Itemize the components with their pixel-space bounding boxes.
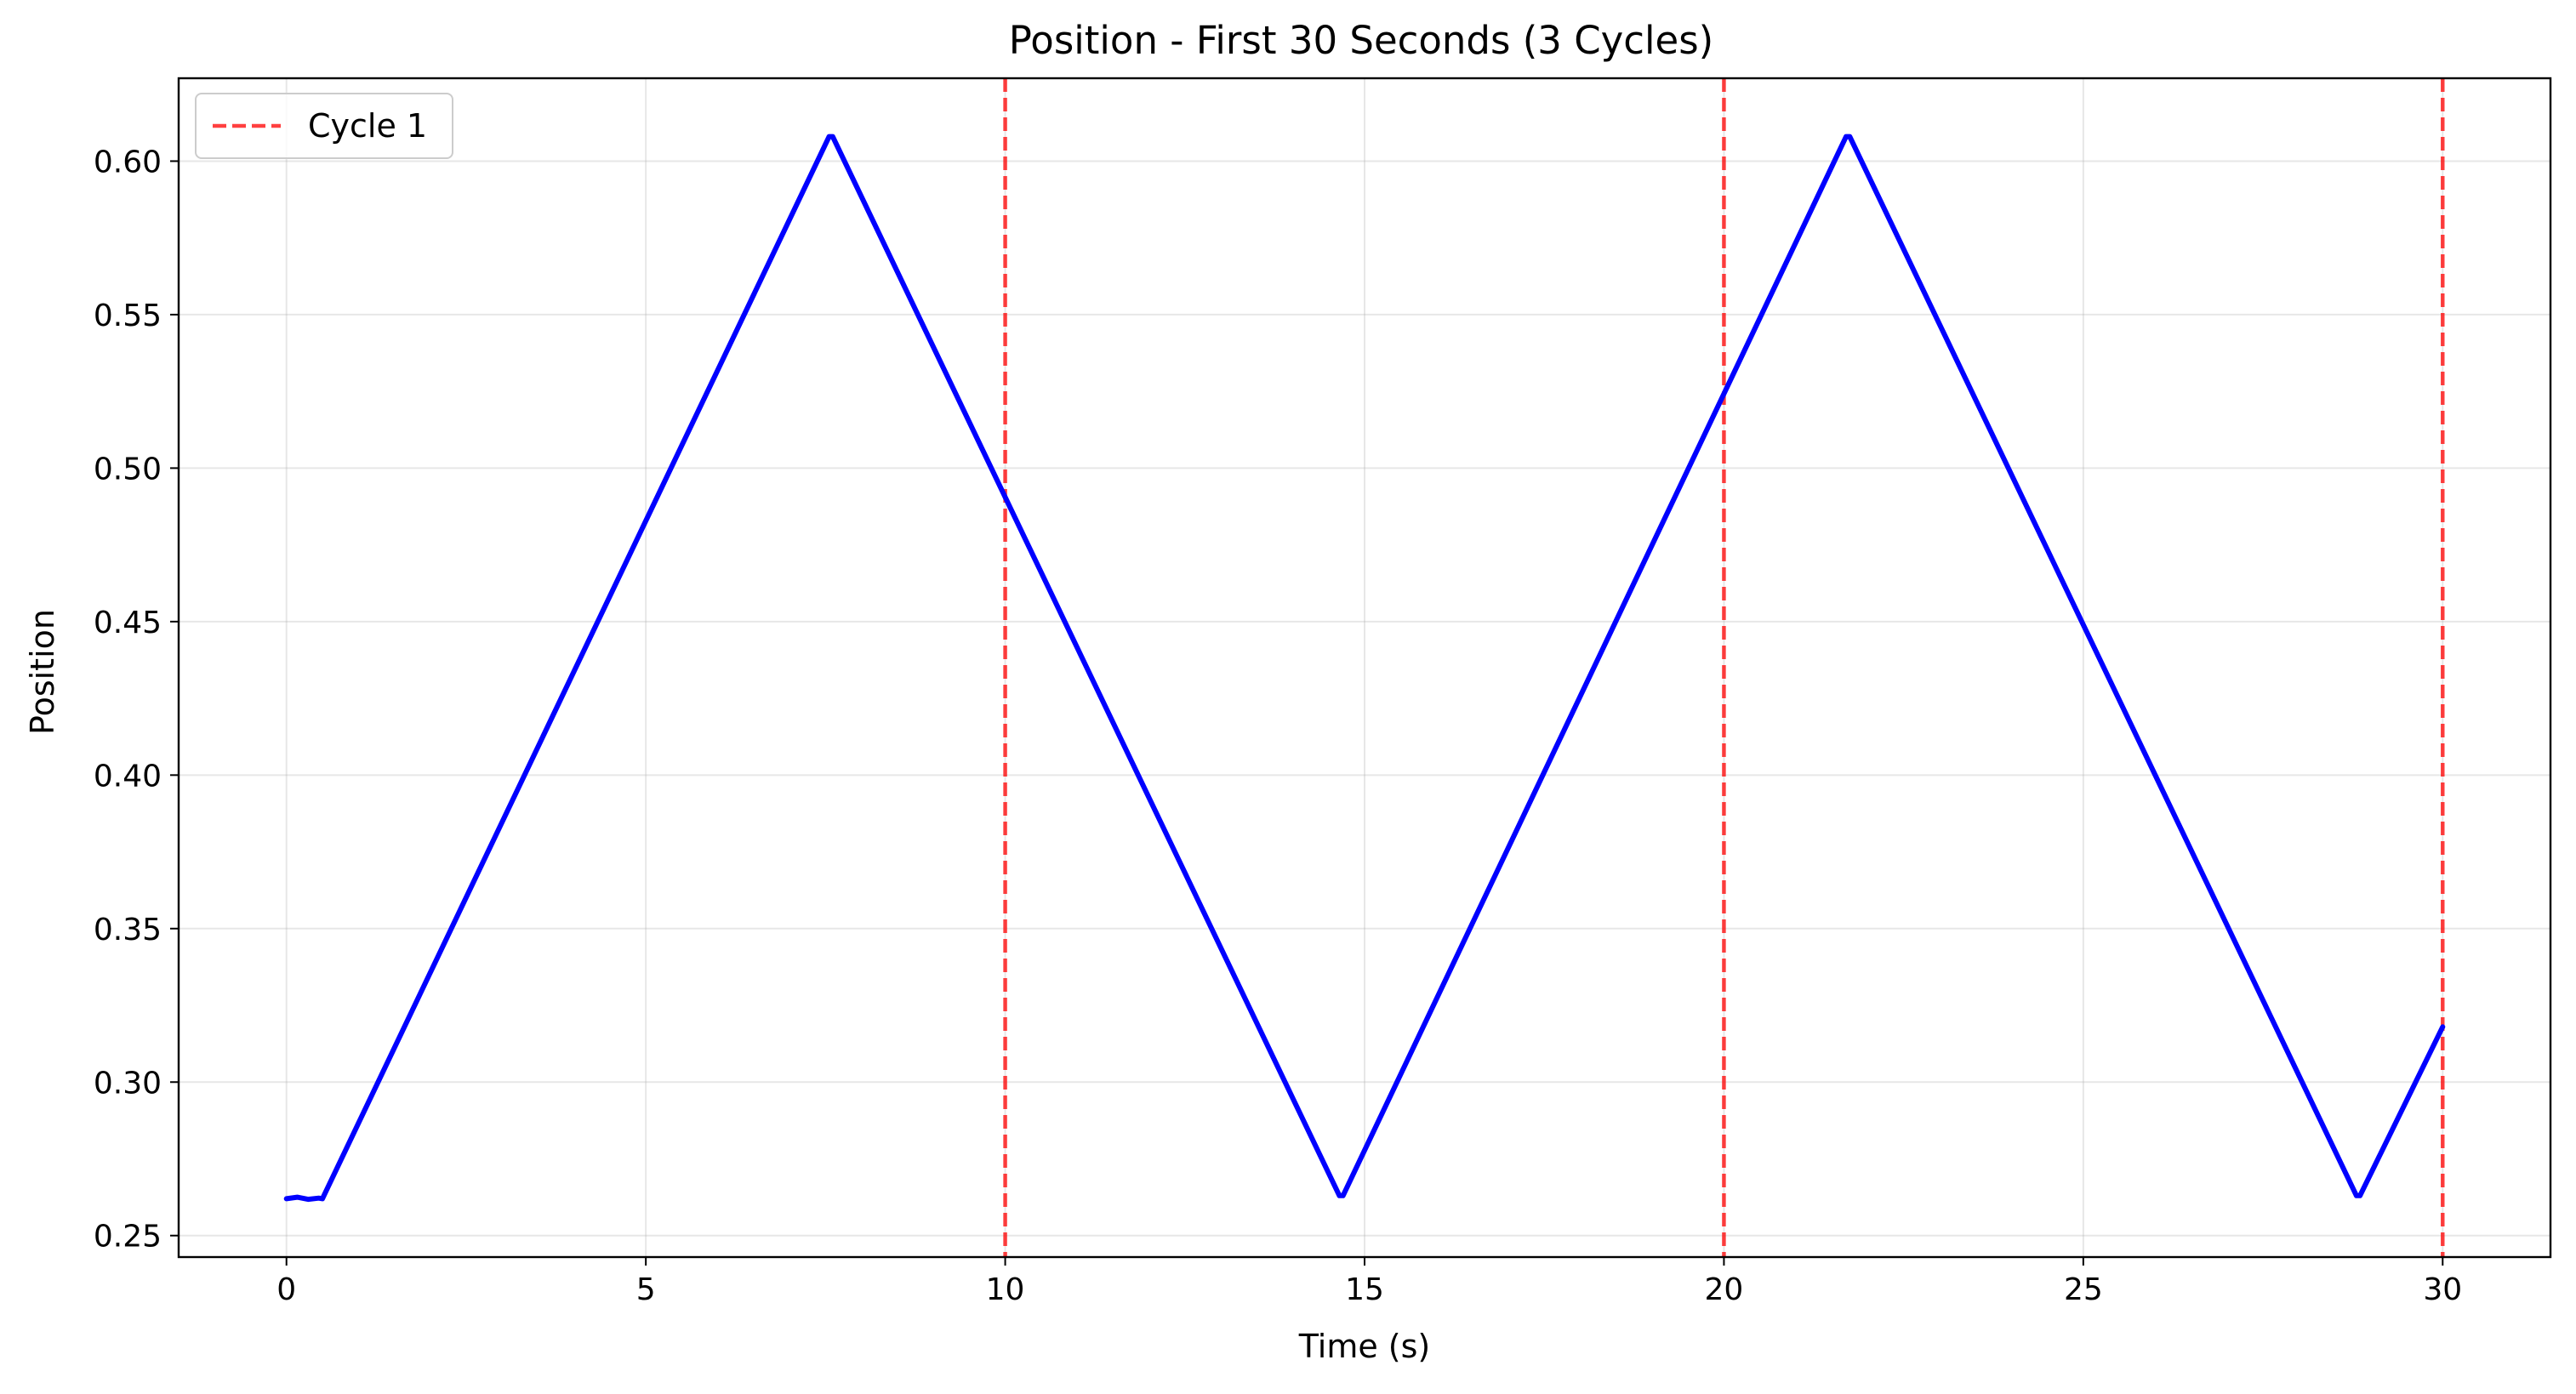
axis-ticks: 0 5 10 15 20 25 30 0.25 0.30 0.35 0.40 0.45 0.50 0.55… — [94, 145, 2462, 1307]
x-tick-label: 25 — [2064, 1272, 2103, 1307]
x-tick-label: 10 — [986, 1272, 1025, 1307]
chart-title: Position - First 30 Seconds (3 Cycles) — [1009, 18, 1713, 63]
y-tick-label: 0.60 — [94, 145, 162, 179]
x-tick-label: 5 — [636, 1272, 656, 1307]
position-series-line — [283, 134, 2446, 1203]
legend: Cycle 1 — [195, 93, 453, 159]
series-lines — [283, 134, 2446, 1203]
x-axis-label: Time (s) — [1298, 1328, 1431, 1365]
y-tick-label: 0.50 — [94, 452, 162, 486]
y-tick-label: 0.40 — [94, 759, 162, 794]
y-axis-label: Position — [24, 609, 61, 735]
y-tick-label: 0.25 — [94, 1220, 162, 1255]
y-tick-label: 0.55 — [94, 299, 162, 333]
legend-box — [195, 93, 453, 159]
y-tick-label: 0.35 — [94, 913, 162, 947]
grid — [179, 78, 2550, 1257]
x-tick-label: 15 — [1345, 1272, 1384, 1307]
y-tick-label: 0.45 — [94, 606, 162, 640]
x-tick-label: 0 — [276, 1272, 296, 1307]
x-tick-label: 30 — [2423, 1272, 2462, 1307]
y-tick-label: 0.30 — [94, 1066, 162, 1101]
cycle-markers — [1003, 78, 2445, 1257]
x-tick-label: 20 — [1705, 1272, 1744, 1307]
legend-label-cycle-1: Cycle 1 — [308, 107, 427, 145]
